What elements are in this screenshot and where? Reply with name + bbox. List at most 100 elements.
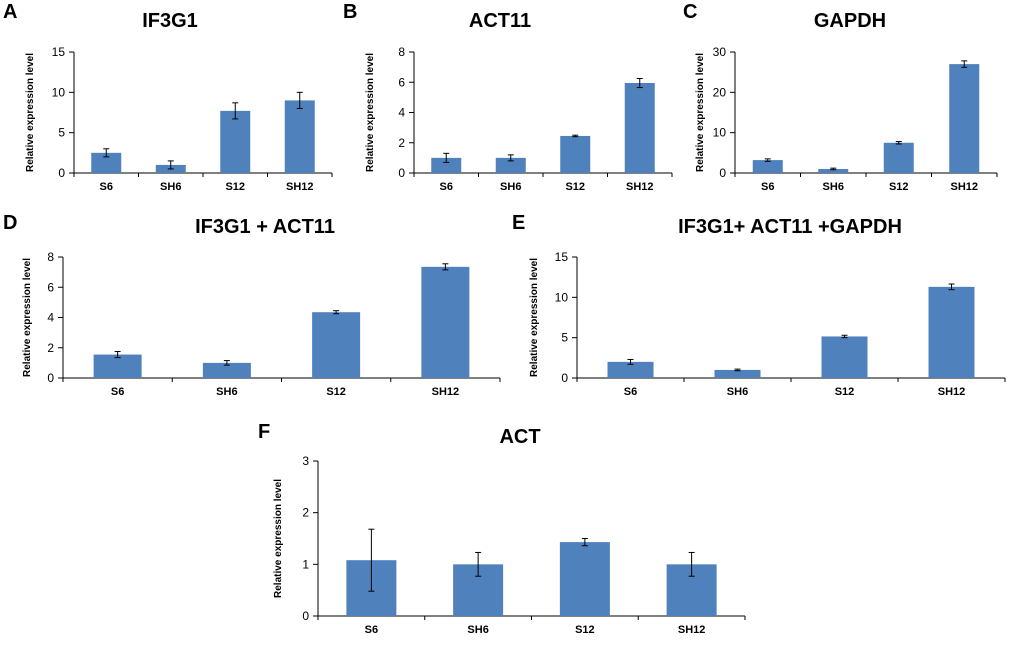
- y-tick-label: 5: [561, 331, 568, 345]
- y-tick-label: 2: [302, 506, 309, 520]
- y-tick-label: 8: [398, 45, 405, 59]
- x-tick-label: S6: [624, 386, 637, 398]
- y-tick-label: 0: [302, 609, 309, 623]
- bar: [312, 312, 361, 378]
- chart-title: ACT: [499, 426, 541, 448]
- x-tick-label: SH12: [678, 624, 706, 636]
- x-tick-label: S6: [365, 624, 378, 636]
- panel-d: D IF3G1 + ACT11: [0, 0, 500, 410]
- panel-letter: C: [683, 1, 698, 23]
- x-tick-label: S6: [761, 181, 774, 193]
- chart-e: 0 5 10 15 Relative expression level S6 SH6 S12 S…: [529, 250, 1006, 398]
- y-axis-label: Relative expression level: [22, 258, 33, 377]
- x-tick-label: SH6: [500, 181, 521, 193]
- chart-title: ACT11: [468, 10, 532, 32]
- y-tick-label: 6: [47, 280, 54, 294]
- y-tick-label: 2: [398, 136, 405, 150]
- chart-title: IF3G1: [142, 10, 198, 32]
- bar: [284, 100, 315, 173]
- x-tick-label: S6: [111, 386, 124, 398]
- y-tick-label: 2: [47, 341, 54, 355]
- y-tick-label: 15: [555, 250, 569, 264]
- y-axis-label: Relative expression level: [25, 53, 36, 172]
- panel-letter: D: [3, 212, 18, 234]
- chart-b: 0 2 4 6 8 Relative expression level S6 SH6 S12 SH…: [365, 45, 673, 193]
- bar: [220, 110, 251, 173]
- y-axis-label: Relative expression level: [695, 53, 706, 172]
- bar: [624, 83, 655, 173]
- bar: [928, 286, 975, 378]
- y-tick-label: 10: [555, 290, 569, 304]
- bar: [883, 142, 914, 173]
- y-tick-label: 0: [58, 166, 65, 180]
- x-tick-label: SH12: [938, 386, 966, 398]
- x-tick-label: S12: [326, 386, 346, 398]
- x-tick-label: SH6: [467, 624, 488, 636]
- x-tick-label: SH12: [432, 386, 460, 398]
- panel-b: B ACT11: [0, 0, 531, 200]
- x-tick-label: S6: [440, 181, 453, 193]
- panel-a: A IF3G1: [0, 0, 330, 200]
- y-axis-label: Relative expression level: [365, 53, 376, 172]
- bar: [752, 160, 783, 173]
- y-axis-label: Relative expression level: [273, 479, 284, 598]
- chart-title: GAPDH: [813, 10, 887, 32]
- y-tick-label: 4: [398, 106, 405, 120]
- x-tick-label: S12: [575, 624, 595, 636]
- bar: [559, 542, 610, 616]
- chart-title: IF3G1+ ACT11 +GAPDH: [678, 216, 902, 238]
- y-tick-label: 30: [713, 45, 727, 59]
- y-axis-label: Relative expression level: [529, 258, 540, 377]
- bar: [93, 354, 142, 378]
- bar: [202, 362, 251, 378]
- y-tick-label: 6: [398, 75, 405, 89]
- y-tick-label: 4: [47, 311, 54, 325]
- bar: [818, 168, 849, 173]
- y-tick-label: 8: [47, 250, 54, 264]
- x-tick-label: S12: [889, 181, 909, 193]
- bar: [949, 64, 980, 173]
- bar: [91, 152, 122, 173]
- x-tick-label: SH12: [626, 181, 654, 193]
- x-tick-label: SH6: [160, 181, 181, 193]
- chart-c: 0 10 20 30 Relative expression level S6 SH6 S12…: [695, 45, 998, 193]
- x-tick-label: S12: [565, 181, 585, 193]
- panel-letter: E: [512, 212, 526, 234]
- y-tick-label: 0: [398, 166, 405, 180]
- x-tick-label: SH12: [286, 181, 314, 193]
- bar: [495, 157, 526, 173]
- y-tick-label: 0: [47, 371, 54, 385]
- y-tick-label: 15: [52, 45, 66, 59]
- x-tick-label: SH12: [950, 181, 978, 193]
- bar: [421, 266, 470, 378]
- chart-title: IF3G1 + ACT11: [195, 216, 335, 238]
- panel-e: E IF3G1+ ACT11 +GAPDH: [512, 212, 902, 238]
- y-tick-label: 5: [58, 126, 65, 140]
- y-tick-label: 10: [713, 126, 727, 140]
- bar: [431, 157, 462, 173]
- y-tick-label: 0: [719, 166, 726, 180]
- bar: [821, 336, 868, 378]
- x-tick-label: S12: [835, 386, 855, 398]
- panel-letter: B: [343, 1, 358, 23]
- x-tick-label: S12: [225, 181, 245, 193]
- bar: [714, 369, 761, 378]
- y-tick-label: 1: [302, 557, 309, 571]
- bar: [607, 361, 654, 378]
- x-tick-label: SH6: [727, 386, 748, 398]
- x-tick-label: SH6: [216, 386, 237, 398]
- panel-letter: F: [258, 421, 271, 443]
- panel-c: C GAPDH: [0, 0, 886, 200]
- chart-f: 0 1 2 3 Relative expression level S6 SH6 S12 SH1…: [273, 454, 746, 636]
- x-tick-label: S6: [100, 181, 113, 193]
- y-tick-label: 3: [302, 454, 309, 468]
- chart-a: 0 5 10 15 Relative expression level S6 SH6 S12 S…: [25, 45, 333, 193]
- y-tick-label: 20: [713, 85, 727, 99]
- y-tick-label: 0: [561, 371, 568, 385]
- x-tick-label: SH6: [823, 181, 844, 193]
- bar: [560, 135, 591, 173]
- y-tick-label: 10: [52, 85, 66, 99]
- chart-d: 0 2 4 6 8 Relative expression level S6 SH6 S12 SH…: [22, 250, 501, 398]
- panel-letter: A: [3, 1, 18, 23]
